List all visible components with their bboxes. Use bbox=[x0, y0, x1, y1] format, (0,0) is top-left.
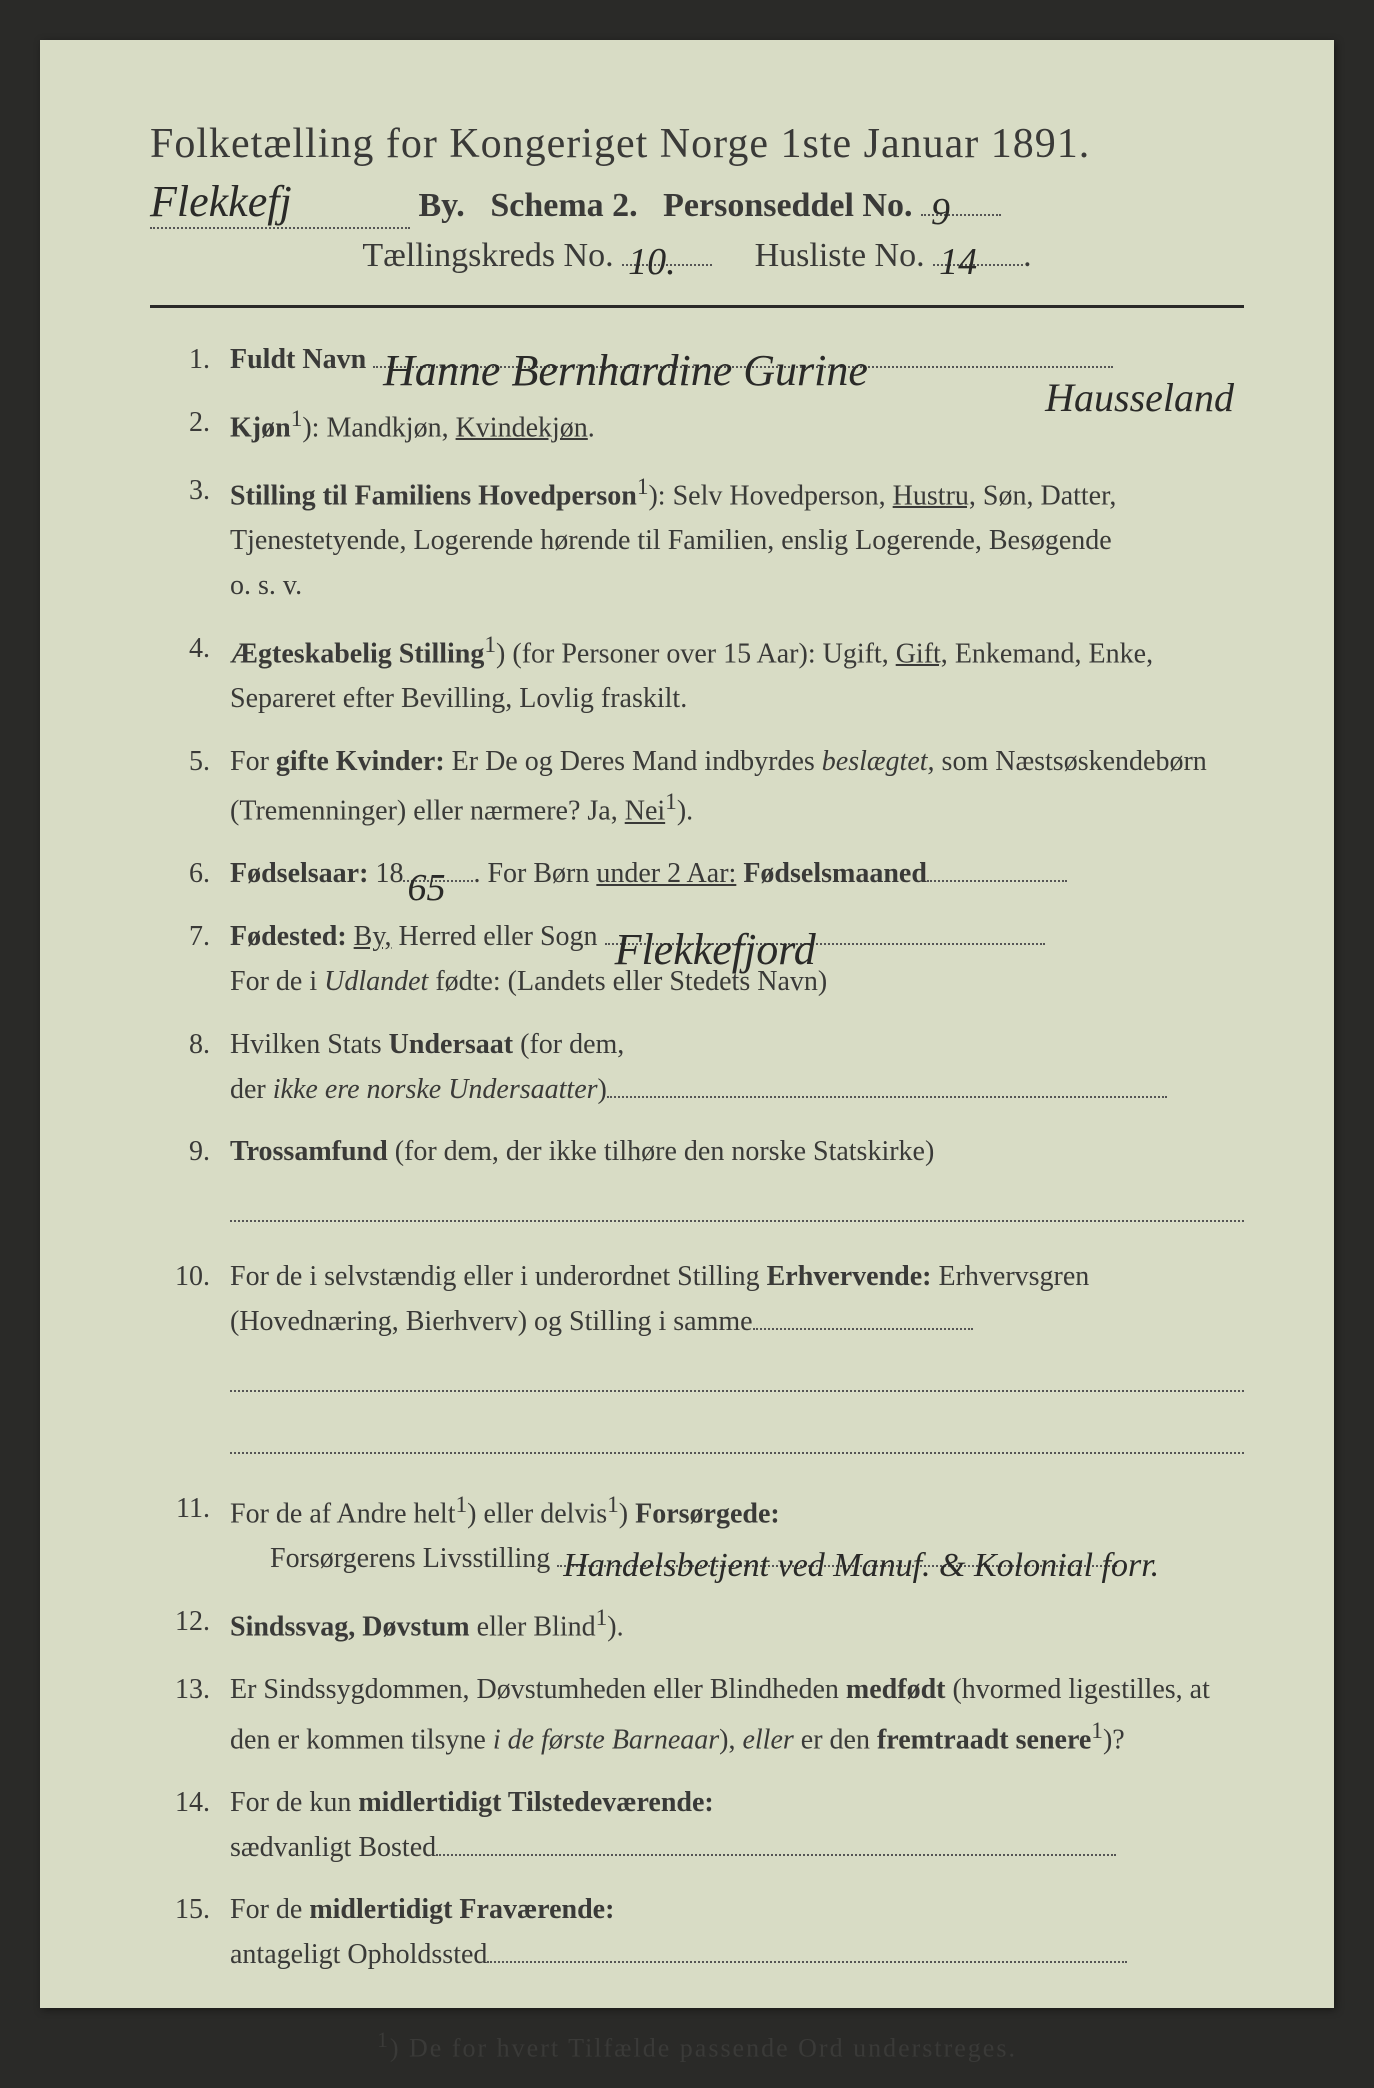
row-6: 6. Fødselsaar: 1865. For Børn under 2 Aa… bbox=[150, 852, 1244, 897]
aegte-label: Ægteskabelig Stilling bbox=[230, 638, 484, 669]
row-body: Ægteskabelig Stilling1) (for Personer ov… bbox=[230, 627, 1244, 722]
form-title: Folketælling for Kongeriget Norge 1ste J… bbox=[150, 120, 1244, 168]
row-body: For gifte Kvinder: Er De og Deres Mand i… bbox=[230, 740, 1244, 835]
row-body: Stilling til Familiens Hovedperson1): Se… bbox=[230, 469, 1244, 609]
kreds-label: Tællingskreds No. bbox=[362, 237, 613, 274]
by-label: By. bbox=[419, 187, 465, 224]
row-15: 15. For de midlertidigt Fraværende: anta… bbox=[150, 1888, 1244, 1978]
header-line-2: Flekkefj By. Schema 2. Personseddel No. … bbox=[150, 176, 1244, 229]
row-body: Sindssvag, Døvstum eller Blind1). bbox=[230, 1600, 1244, 1650]
row-num: 4. bbox=[150, 627, 230, 722]
row-num: 15. bbox=[150, 1888, 230, 1978]
personseddel-no-handwritten: 9 bbox=[931, 190, 950, 234]
fodested-selected: By, bbox=[354, 921, 392, 952]
row-num: 9. bbox=[150, 1130, 230, 1237]
footnote: 1) De for hvert Tilfælde passende Ord un… bbox=[150, 2028, 1244, 2064]
row-body: For de midlertidigt Fraværende: antageli… bbox=[230, 1888, 1244, 1978]
kjon-selected: Kvindekjøn bbox=[456, 412, 588, 443]
kvinder-selected: Nei bbox=[625, 796, 665, 827]
row-num: 10. bbox=[150, 1255, 230, 1469]
row-num: 3. bbox=[150, 469, 230, 609]
sup: 1 bbox=[291, 406, 303, 432]
personseddel-label: Personseddel No. bbox=[663, 187, 912, 224]
row-num: 5. bbox=[150, 740, 230, 835]
row-body: Fuldt Navn Hanne Bernhardine Gurine Haus… bbox=[230, 338, 1244, 383]
census-form-page: Folketælling for Kongeriget Norge 1ste J… bbox=[40, 40, 1334, 2008]
forsorger-handwritten: Handelsbetjent ved Manuf. & Kolonial for… bbox=[563, 1539, 1159, 1593]
row-4: 4. Ægteskabelig Stilling1) (for Personer… bbox=[150, 627, 1244, 722]
row-5: 5. For gifte Kvinder: Er De og Deres Man… bbox=[150, 740, 1244, 835]
divider bbox=[150, 305, 1244, 308]
row-num: 7. bbox=[150, 915, 230, 1005]
row-body: Fødested: By, Herred eller Sogn Flekkefj… bbox=[230, 915, 1244, 1005]
fodested-label: Fødested: bbox=[230, 921, 347, 952]
header-line-3: Tællingskreds No. 10. Husliste No. 14. bbox=[150, 237, 1244, 275]
stilling-selected: Hustru, bbox=[893, 480, 976, 511]
row-body: Fødselsaar: 1865. For Børn under 2 Aar: … bbox=[230, 852, 1244, 897]
osv: o. s. v. bbox=[230, 564, 1244, 609]
row-body: For de kun midlertidigt Tilstedeværende:… bbox=[230, 1781, 1244, 1871]
row-1: 1. Fuldt Navn Hanne Bernhardine Gurine H… bbox=[150, 338, 1244, 383]
row-num: 12. bbox=[150, 1600, 230, 1650]
row-body: For de af Andre helt1) eller delvis1) Fo… bbox=[230, 1487, 1244, 1582]
row-num: 14. bbox=[150, 1781, 230, 1871]
city-handwritten: Flekkefj bbox=[150, 176, 410, 229]
schema-label: Schema 2. bbox=[490, 187, 637, 224]
husliste-no-handwritten: 14 bbox=[939, 240, 977, 284]
row-num: 8. bbox=[150, 1023, 230, 1113]
row-14: 14. For de kun midlertidigt Tilstedevære… bbox=[150, 1781, 1244, 1871]
name2-handwritten: Hausseland bbox=[1045, 366, 1234, 430]
row-11: 11. For de af Andre helt1) eller delvis1… bbox=[150, 1487, 1244, 1582]
trossamfund-label: Trossamfund bbox=[230, 1136, 388, 1167]
aegte-selected: Gift, bbox=[896, 638, 948, 669]
year-handwritten: 65 bbox=[407, 858, 445, 919]
row-num: 6. bbox=[150, 852, 230, 897]
row-10: 10. For de i selvstændig eller i underor… bbox=[150, 1255, 1244, 1469]
row-3: 3. Stilling til Familiens Hovedperson1):… bbox=[150, 469, 1244, 609]
row-body: Er Sindssygdommen, Døvstumheden eller Bl… bbox=[230, 1668, 1244, 1763]
fodested-handwritten: Flekkefjord bbox=[615, 915, 816, 985]
row-9: 9. Trossamfund (for dem, der ikke tilhør… bbox=[150, 1130, 1244, 1237]
fuldt-navn-label: Fuldt Navn bbox=[230, 344, 366, 375]
row-num: 11. bbox=[150, 1487, 230, 1582]
fodselsaar-label: Fødselsaar: bbox=[230, 858, 368, 889]
row-7: 7. Fødested: By, Herred eller Sogn Flekk… bbox=[150, 915, 1244, 1005]
row-body: For de i selvstændig eller i underordnet… bbox=[230, 1255, 1244, 1469]
husliste-label: Husliste No. bbox=[755, 237, 925, 274]
row-12: 12. Sindssvag, Døvstum eller Blind1). bbox=[150, 1600, 1244, 1650]
kjon-text: ): Mandkjøn, bbox=[302, 412, 455, 443]
kjon-label: Kjøn bbox=[230, 412, 291, 443]
row-body: Trossamfund (for dem, der ikke tilhøre d… bbox=[230, 1130, 1244, 1237]
row-body: Hvilken Stats Undersaat (for dem, der ik… bbox=[230, 1023, 1244, 1113]
row-num: 13. bbox=[150, 1668, 230, 1763]
row-8: 8. Hvilken Stats Undersaat (for dem, der… bbox=[150, 1023, 1244, 1113]
row-num: 1. bbox=[150, 338, 230, 383]
name-handwritten: Hanne Bernhardine Gurine bbox=[383, 336, 868, 406]
stilling-label: Stilling til Familiens Hovedperson bbox=[230, 480, 637, 511]
row-13: 13. Er Sindssygdommen, Døvstumheden elle… bbox=[150, 1668, 1244, 1763]
kreds-no-handwritten: 10. bbox=[628, 240, 676, 284]
sindssvag-label: Sindssvag, Døvstum bbox=[230, 1611, 470, 1642]
row-num: 2. bbox=[150, 401, 230, 451]
